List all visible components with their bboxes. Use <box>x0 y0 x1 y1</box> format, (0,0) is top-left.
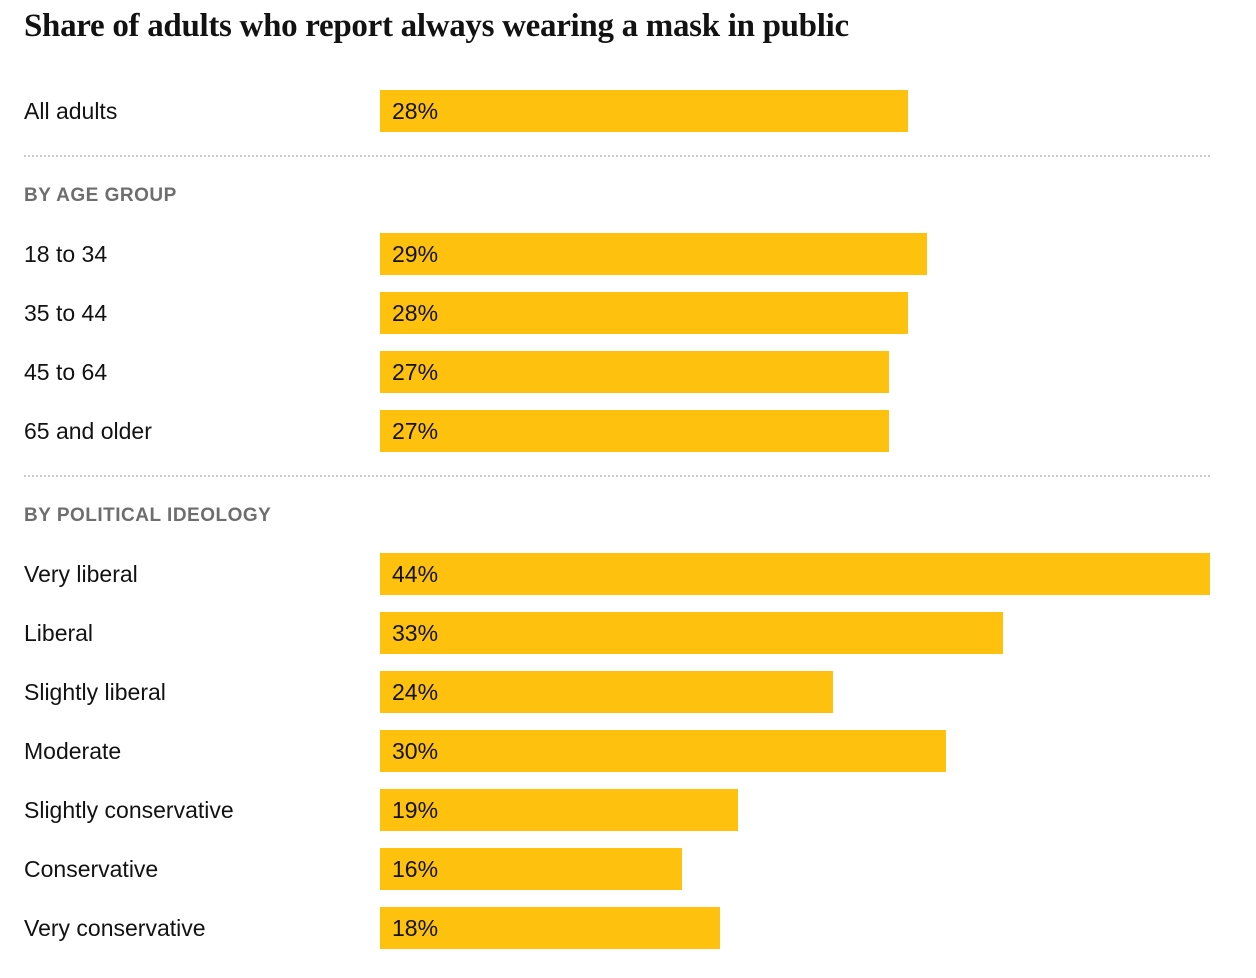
category-label: Conservative <box>24 855 159 882</box>
chart-title: Share of adults who report always wearin… <box>24 8 849 44</box>
bar-row: All adults 28% <box>24 82 1210 141</box>
category-label: Very conservative <box>24 914 206 941</box>
value-label: 27% <box>392 417 439 444</box>
section-divider <box>24 154 1210 157</box>
section-rows: 18 to 34 29% 35 to 44 28% 45 to 64 27% 6… <box>24 225 1210 461</box>
bar-row: Moderate 30% <box>24 722 1210 781</box>
value-label: 19% <box>392 796 439 823</box>
bar-row: Conservative 16% <box>24 840 1210 899</box>
bar: 30% <box>380 730 946 773</box>
bar: 28% <box>380 90 909 133</box>
value-label: 28% <box>392 299 439 326</box>
value-label: 16% <box>392 855 439 882</box>
bar: 18% <box>380 907 720 950</box>
value-label: 33% <box>392 619 439 646</box>
bar-track: 27% <box>380 351 1210 394</box>
bar-row: 65 and older 27% <box>24 402 1210 461</box>
value-label: 29% <box>392 240 439 267</box>
chart-section: All adults 28% <box>24 82 1210 141</box>
bar-row: 18 to 34 29% <box>24 225 1210 284</box>
bar-row: Slightly conservative 19% <box>24 781 1210 840</box>
bar: 16% <box>380 848 682 891</box>
bar-track: 28% <box>380 90 1210 133</box>
bar: 44% <box>380 553 1210 596</box>
bar-row: Very liberal 44% <box>24 545 1210 604</box>
category-label: Very liberal <box>24 560 138 587</box>
category-label: Moderate <box>24 737 122 764</box>
bar-row: 45 to 64 27% <box>24 343 1210 402</box>
bar: 29% <box>380 233 928 276</box>
category-label: Slightly liberal <box>24 678 166 705</box>
section-rows: All adults 28% <box>24 82 1210 141</box>
bar: 27% <box>380 351 890 394</box>
category-label: 65 and older <box>24 417 152 444</box>
value-label: 28% <box>392 97 439 124</box>
bar-track: 29% <box>380 233 1210 276</box>
value-label: 24% <box>392 678 439 705</box>
bar-track: 16% <box>380 848 1210 891</box>
value-label: 27% <box>392 358 439 385</box>
category-label: Slightly conservative <box>24 796 234 823</box>
bar-track: 30% <box>380 730 1210 773</box>
bar-row: 35 to 44 28% <box>24 284 1210 343</box>
bar: 24% <box>380 671 833 714</box>
section-header: BY POLITICAL IDEOLOGY <box>24 504 272 526</box>
bar: 28% <box>380 292 909 335</box>
category-label: 18 to 34 <box>24 240 108 267</box>
bar: 19% <box>380 789 739 832</box>
bar-track: 27% <box>380 410 1210 453</box>
category-label: Liberal <box>24 619 94 646</box>
section-divider <box>24 474 1210 477</box>
bar-row: Liberal 33% <box>24 604 1210 663</box>
bar-row: Very conservative 18% <box>24 899 1210 958</box>
chart-sections: All adults 28% BY AGE GROUP 18 to 34 29%… <box>24 82 1210 958</box>
category-label: 35 to 44 <box>24 299 108 326</box>
section-header: BY AGE GROUP <box>24 184 177 206</box>
bar-track: 33% <box>380 612 1210 655</box>
value-label: 18% <box>392 914 439 941</box>
category-label: All adults <box>24 97 118 124</box>
value-label: 30% <box>392 737 439 764</box>
chart-section: BY AGE GROUP 18 to 34 29% 35 to 44 28% 4… <box>24 154 1210 461</box>
value-label: 44% <box>392 560 439 587</box>
category-label: 45 to 64 <box>24 358 108 385</box>
bar: 27% <box>380 410 890 453</box>
chart-section: BY POLITICAL IDEOLOGY Very liberal 44% L… <box>24 474 1210 958</box>
bar-row: Slightly liberal 24% <box>24 663 1210 722</box>
bar-track: 19% <box>380 789 1210 832</box>
section-rows: Very liberal 44% Liberal 33% Slightly li… <box>24 545 1210 958</box>
bar-track: 18% <box>380 907 1210 950</box>
bar: 33% <box>380 612 1003 655</box>
bar-track: 28% <box>380 292 1210 335</box>
bar-track: 44% <box>380 553 1210 596</box>
bar-track: 24% <box>380 671 1210 714</box>
